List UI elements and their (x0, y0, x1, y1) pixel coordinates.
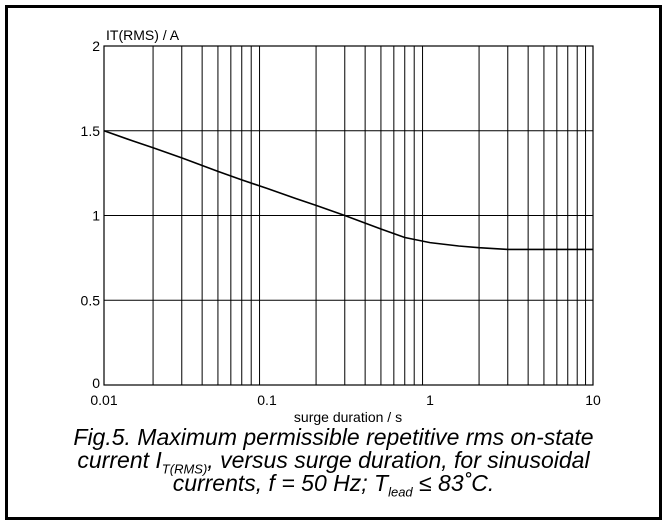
y-axis-label: IT(RMS) / A (106, 27, 180, 43)
y-tick-label: 2 (92, 38, 100, 54)
y-tick-label: 1.5 (81, 123, 101, 139)
x-tick-label: 0.01 (90, 392, 117, 408)
tick-labels: 0.01 0.1 1 10 0 0.5 1 1.5 2 (81, 38, 601, 408)
plot-area (103, 45, 594, 386)
y-tick-label: 0 (92, 375, 100, 391)
figure-frame (5, 5, 662, 520)
caption-line-3: currents, f = 50 Hz; Tlead ≤ 83˚C. (172, 470, 495, 500)
y-tick-label: 0.5 (81, 292, 101, 308)
x-tick-label: 0.1 (257, 392, 277, 408)
x-tick-label: 1 (426, 392, 434, 408)
x-axis-label: surge duration / s (294, 409, 402, 425)
caption-line-2: current IT(RMS), versus surge duration, … (77, 447, 590, 477)
x-tick-label: 10 (585, 392, 601, 408)
data-series-line (103, 129, 593, 251)
y-tick-label: 1 (92, 208, 100, 224)
caption-line-1: Fig.5. Maximum permissible repetitive rm… (73, 424, 594, 450)
grid (104, 46, 593, 385)
figure-caption: Fig.5. Maximum permissible repetitive rm… (8, 424, 659, 500)
